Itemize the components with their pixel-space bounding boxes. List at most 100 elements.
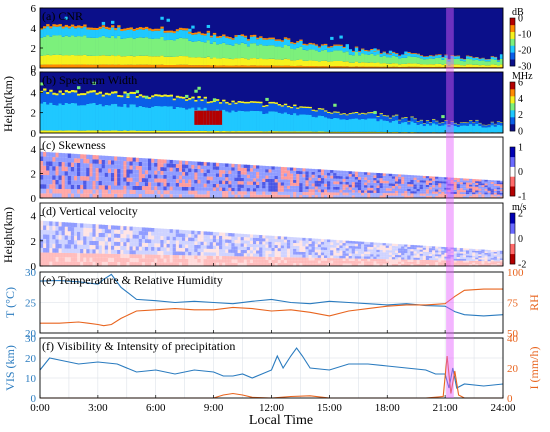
heat-cell [283,176,288,180]
heat-cell [413,255,417,258]
heat-cell [49,156,53,162]
heat-cell [154,105,158,131]
heat-cell [138,254,143,259]
heat-cell [459,262,464,265]
y-left-tick-label: 0 [31,393,37,405]
heat-cell [58,64,62,68]
heat-cell [435,256,439,259]
heat-cell [382,256,387,260]
heat-cell [459,248,464,250]
heat-cell [351,182,356,185]
heat-cell [361,112,365,114]
heat-cell [401,246,405,249]
heat-cell [225,232,229,237]
heat-cell [194,165,198,169]
heat-cell [67,175,72,181]
heat-cell [327,242,331,245]
heat-cell [58,179,62,185]
heat-cell [428,195,433,198]
heat-cell [311,174,316,178]
heat-cell [376,173,380,176]
heat-cell [499,196,504,198]
heat-cell [73,153,78,159]
heat-cell [305,254,309,258]
heat-cell [499,56,504,59]
heat-cell [234,167,238,171]
heat-cell [265,104,269,107]
heat-cell [148,38,152,57]
heat-cell [469,262,473,265]
heat-cell [438,260,442,263]
heat-cell [256,178,260,182]
heat-cell [336,189,340,193]
heat-cell [151,31,155,39]
heat-cell [478,262,482,265]
heat-cell [280,236,285,240]
heat-cell [419,123,424,133]
heat-cell [157,30,161,39]
heat-cell [215,130,220,133]
heat-cell [129,242,133,247]
heat-cell [64,252,69,258]
heat-cell [114,193,118,198]
heat-cell [215,173,220,177]
heat-cell [373,172,377,176]
heat-cell [496,61,501,66]
heat-cell [493,192,498,195]
heat-cell [43,101,47,131]
heat-cell [345,255,349,259]
heat-cell [259,65,263,68]
heat-cell [302,107,306,115]
heat-cell [472,262,476,265]
heat-cell [101,257,106,262]
heat-cell [459,190,464,193]
heat-cell [104,253,109,258]
heat-cell [73,244,78,249]
heat-cell [499,67,504,68]
heat-cell [126,238,130,243]
heat-cell [61,226,65,231]
heat-cell [413,191,417,194]
heat-cell [438,54,442,55]
heat-cell [194,262,198,266]
heat-cell [416,255,420,258]
heat-cell [188,172,192,176]
heat-cell [141,254,146,259]
heat-cell [388,54,393,58]
heat-cell [77,189,81,194]
heat-cell [49,161,53,167]
heat-cell [243,184,248,188]
heat-cell [428,184,433,188]
heat-cell [234,181,238,185]
heat-cell [86,93,90,104]
heat-cell [249,256,254,260]
heat-cell [327,47,331,53]
heat-cell [296,115,300,132]
heat-cell [456,64,461,68]
heat-cell [203,252,207,256]
heat-cell [215,255,220,260]
heat-cell [231,131,235,133]
heat-cell [333,239,337,243]
heat-cell [219,191,223,195]
heat-cell [215,162,220,167]
heat-cell [148,231,152,236]
heat-cell [323,49,328,61]
heat-cell [280,65,285,68]
heat-cell [336,186,340,190]
heat-cell [203,180,207,184]
heat-cell [404,55,408,58]
heat-cell [98,228,103,233]
heat-cell [274,242,278,246]
heat-cell [240,249,245,254]
heat-cell [323,263,328,266]
heat-cell [228,131,232,133]
heat-cell [453,191,457,194]
heat-cell [283,254,288,258]
heat-cell [117,64,121,68]
heat-cell [379,193,383,196]
heat-cell [169,186,174,191]
heat-cell [123,103,127,131]
heat-cell [148,30,152,39]
heat-cell [280,239,285,243]
